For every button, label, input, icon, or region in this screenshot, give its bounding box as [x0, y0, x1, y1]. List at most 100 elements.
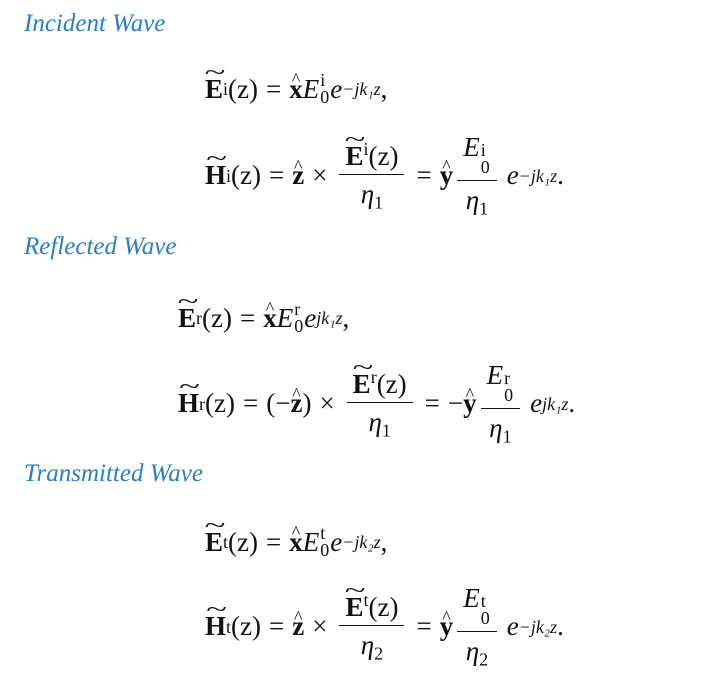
reflected-wave-heading: Reflected Wave — [24, 233, 177, 260]
equals-sign: = — [416, 611, 432, 642]
fraction-denominator: η2 — [465, 632, 489, 670]
fraction-numerator: Ei(z) — [339, 140, 405, 176]
h-field-symbol: H — [205, 162, 226, 189]
trailing-punct: . — [557, 160, 564, 191]
x-hat-unit-vector: x — [289, 70, 303, 103]
transmitted-h-equation: H t (z) = z × Et(z) η2 = y Et0 η2 e −jk₂… — [205, 585, 564, 669]
e-over-eta-fraction: Er(z) η1 — [346, 368, 413, 441]
left-paren: ( — [266, 388, 276, 419]
trailing-punct: , — [342, 302, 350, 333]
z-hat-unit-vector: z — [292, 608, 304, 640]
equals-sign: = — [269, 611, 285, 642]
amplitude-symbol: E — [276, 302, 294, 333]
z-argument: (z) — [368, 592, 399, 623]
incident-e-equation: E i (z) = x E i0 e −jk₁z , — [205, 70, 388, 108]
cross-product-sign: × — [319, 388, 335, 419]
exp-base: e — [304, 302, 317, 333]
exponent: jk₁z — [316, 308, 343, 329]
superscript: i — [226, 165, 232, 186]
superscript: r — [199, 393, 206, 414]
z-argument: (z) — [228, 526, 258, 557]
cross-product-sign: × — [312, 160, 328, 191]
exp-base: e — [530, 388, 543, 419]
x-hat-unit-vector: x — [263, 299, 277, 332]
z-argument: (z) — [368, 141, 399, 172]
amplitude-sub: 0 — [320, 540, 330, 561]
amplitude-sub: 0 — [480, 157, 490, 178]
superscript: t — [226, 616, 232, 637]
equals-sign: = — [266, 73, 282, 104]
h-field-symbol: H — [205, 613, 226, 640]
e-over-eta-fraction: Et(z) η2 — [339, 591, 405, 664]
z-argument: (z) — [231, 611, 261, 642]
z-argument: (z) — [231, 160, 261, 191]
z-hat-unit-vector: z — [290, 385, 302, 417]
amplitude-symbol: E — [463, 132, 480, 162]
eta-symbol: η — [465, 636, 480, 667]
e-field-symbol: E — [205, 75, 223, 103]
fraction-denominator: η1 — [360, 175, 383, 212]
y-hat-unit-vector: y — [440, 608, 454, 640]
amplitude-sup: r — [504, 368, 511, 388]
eta-sub: 2 — [479, 649, 489, 670]
trailing-punct: , — [380, 526, 388, 557]
e-field-symbol: E — [345, 594, 363, 621]
superscript: i — [223, 79, 229, 100]
incident-wave-heading: Incident Wave — [24, 10, 166, 37]
e-over-eta-fraction: Ei(z) η1 — [339, 140, 405, 212]
equals-sign: = — [416, 160, 432, 191]
eta-symbol: η — [360, 630, 375, 661]
z-argument: (z) — [205, 388, 235, 419]
equals-sign: = — [242, 388, 259, 419]
eta-sub: 2 — [374, 643, 384, 664]
e-field-symbol: E — [178, 304, 196, 332]
amplitude-sup: r — [294, 299, 301, 319]
eta-sub: 1 — [381, 420, 391, 441]
eta-sub: 1 — [479, 198, 489, 219]
fraction-denominator: η2 — [360, 626, 384, 664]
eta-symbol: η — [465, 185, 480, 216]
eta-symbol: η — [489, 413, 503, 444]
exp-base: e — [506, 160, 519, 191]
transmitted-e-equation: E t (z) = x E t0 e −jk₂z , — [205, 523, 388, 561]
fraction-denominator: η1 — [489, 409, 512, 447]
z-argument: (z) — [228, 73, 258, 104]
reflected-h-equation: H r (z) = ( − z ) × Er(z) η1 = − y Er0 η… — [178, 362, 575, 446]
amplitude-sub: 0 — [504, 385, 514, 406]
eta-symbol: η — [360, 179, 375, 210]
incident-h-equation: H i (z) = z × Ei(z) η1 = y Ei0 η1 e −jk₁… — [205, 134, 564, 218]
exponent: −jk₁z — [342, 79, 381, 100]
amplitude-sub: 0 — [480, 608, 490, 629]
amplitude-sub: 0 — [294, 316, 304, 337]
exponent: −jk₂z — [342, 532, 381, 553]
equals-sign: = — [239, 302, 256, 333]
right-paren: ) — [302, 388, 312, 419]
transmitted-wave-heading: Transmitted Wave — [24, 460, 203, 487]
x-hat-unit-vector: x — [289, 523, 303, 556]
trailing-punct: . — [568, 388, 576, 419]
exp-base: e — [506, 611, 519, 642]
eta-symbol: η — [368, 407, 382, 438]
trailing-punct: , — [380, 73, 388, 104]
eta-sub: 1 — [502, 426, 512, 447]
equals-sign: = — [269, 160, 285, 191]
y-hat-unit-vector: y — [463, 385, 477, 417]
trailing-punct: . — [557, 611, 564, 642]
z-argument: (z) — [202, 302, 232, 333]
fraction-numerator: Er(z) — [346, 368, 413, 404]
amplitude-symbol: E — [302, 73, 320, 104]
h-field-symbol: H — [178, 390, 199, 417]
exponent: −jk₂z — [518, 616, 558, 637]
minus-sign: − — [275, 388, 291, 419]
equals-sign: = — [424, 388, 440, 419]
amplitude-sub: 0 — [320, 87, 330, 108]
